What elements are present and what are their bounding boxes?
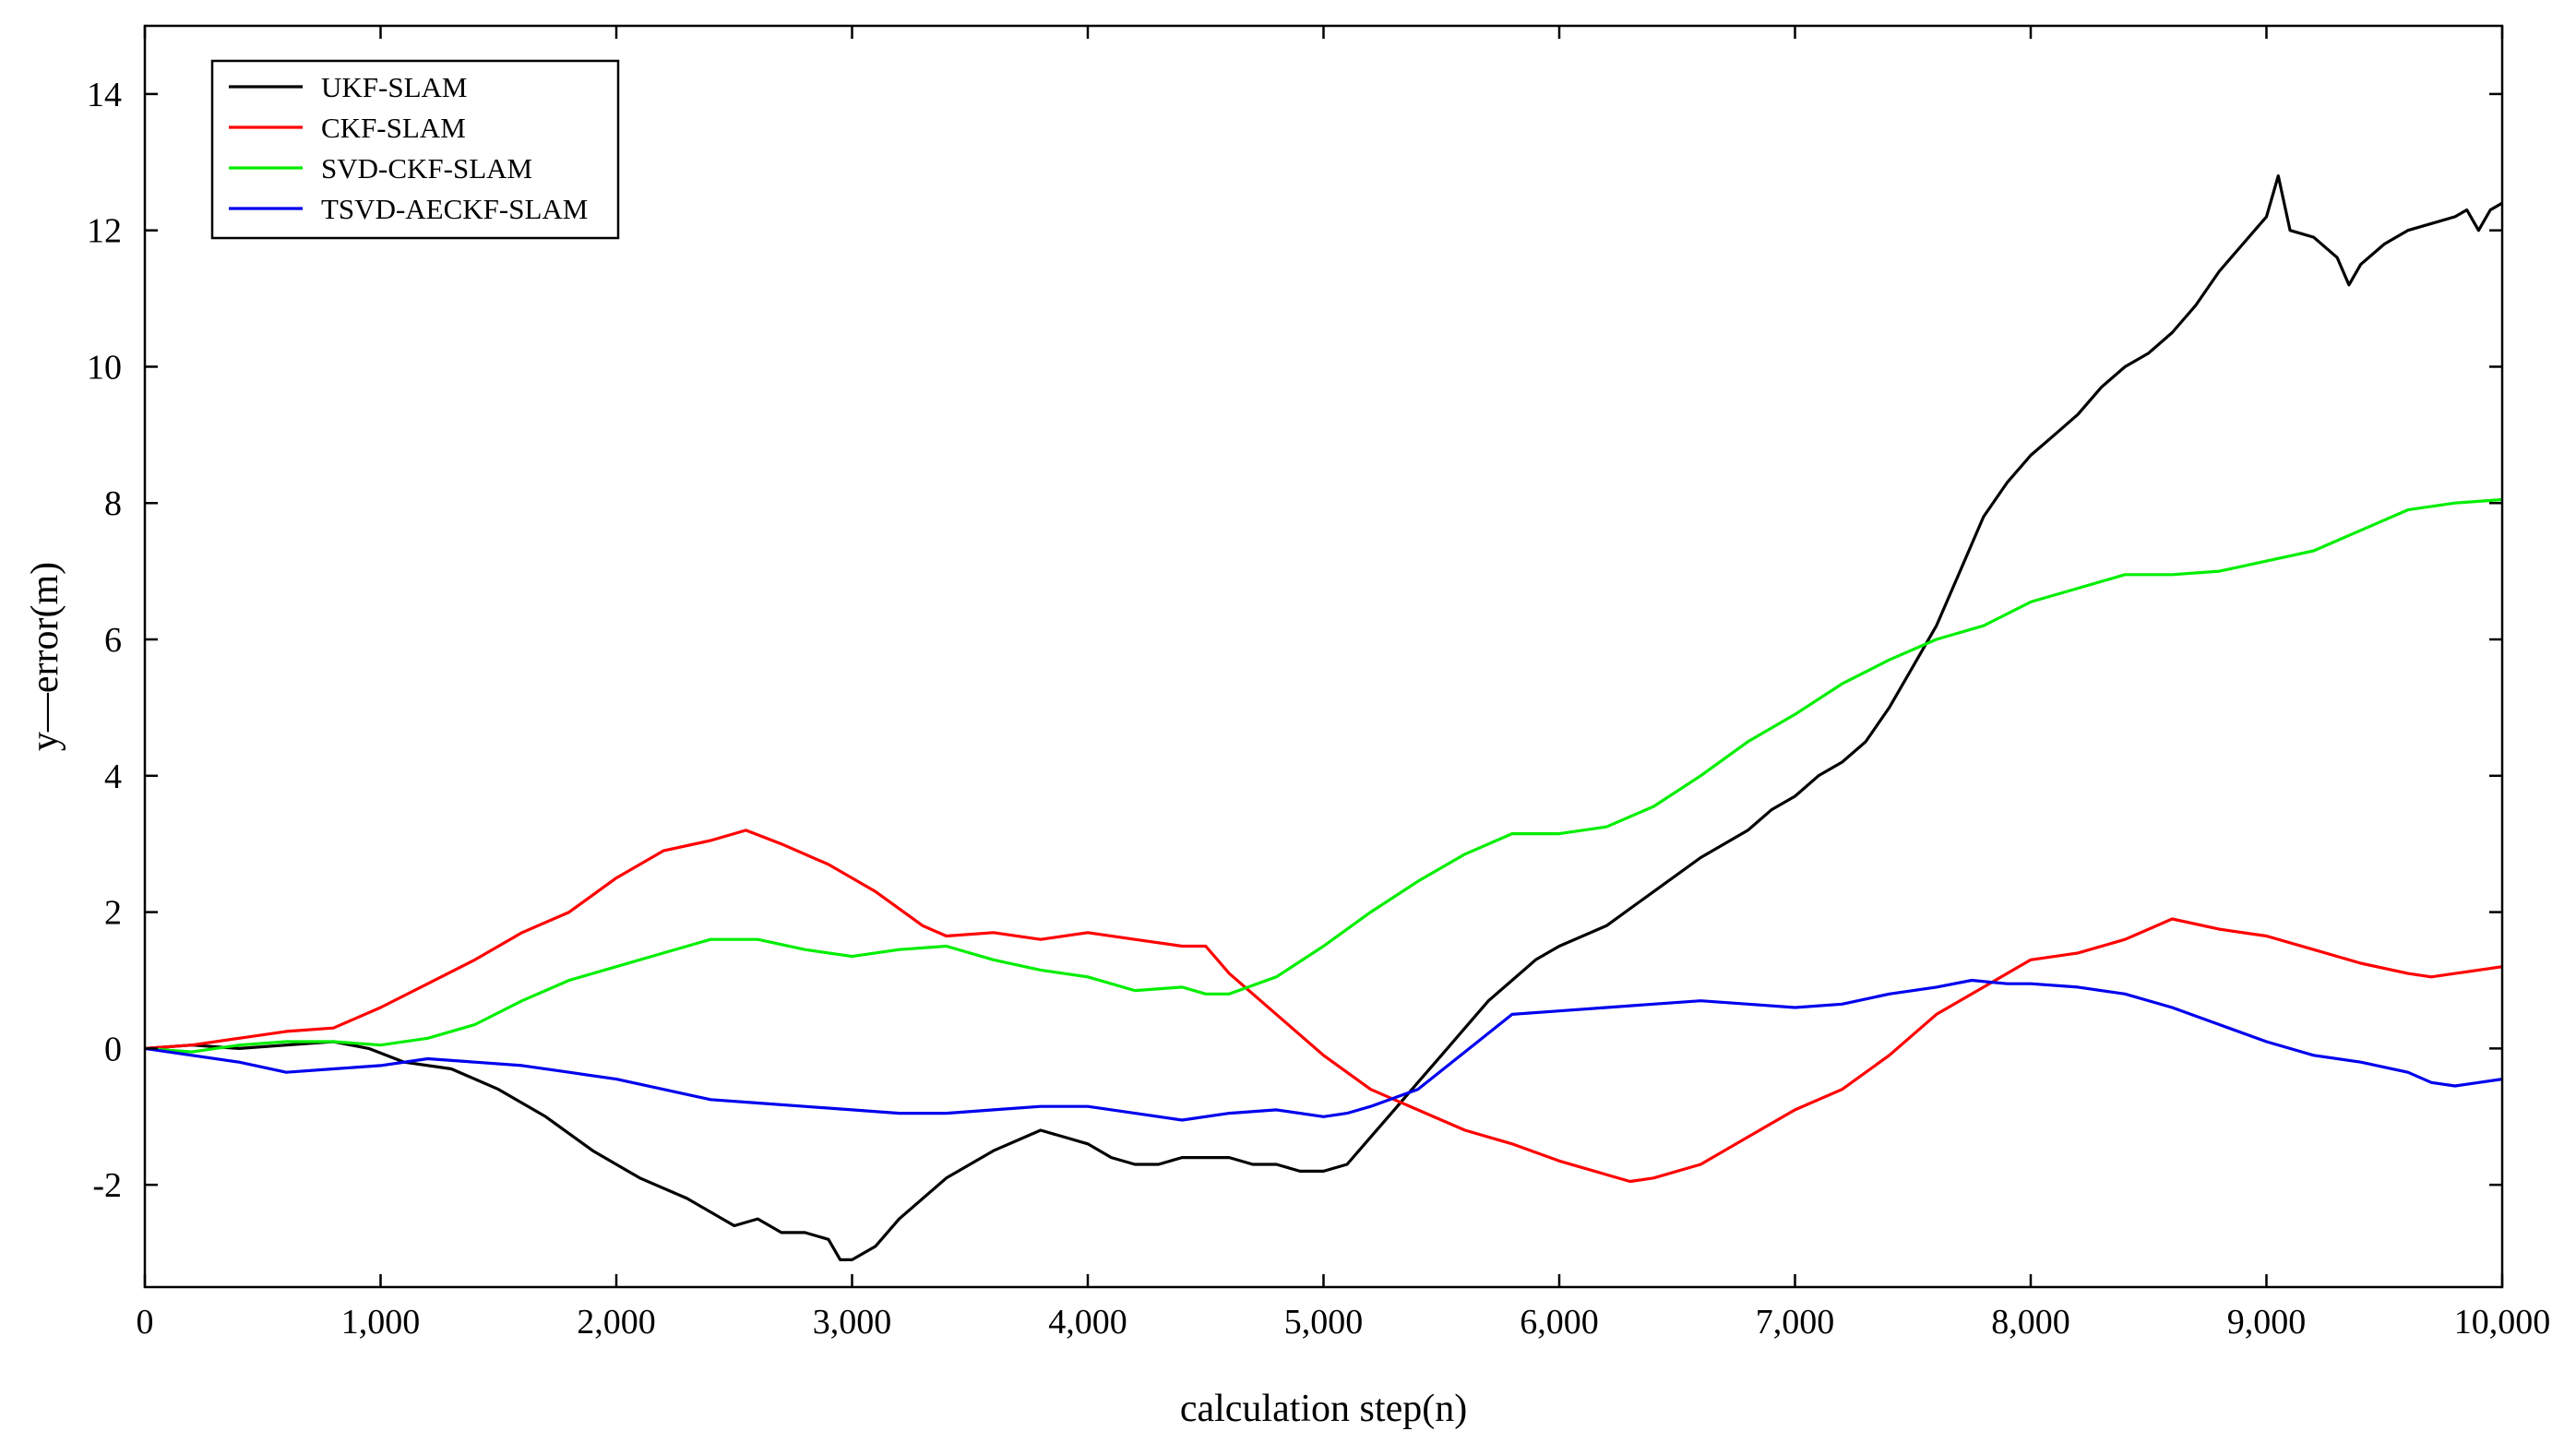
x-tick-label: 10,000 [2454,1303,2551,1342]
x-tick-label: 7,000 [1756,1303,1835,1342]
legend-label: UKF-SLAM [321,71,467,103]
x-tick-label: 8,000 [1991,1303,2070,1342]
x-tick-label: 5,000 [1284,1303,1364,1342]
y-tick-label: 4 [104,757,122,796]
y-tick-label: 0 [104,1030,122,1068]
x-axis-title: calculation step(n) [1180,1388,1467,1430]
x-tick-label: 4,000 [1048,1303,1127,1342]
series-line-svd-ckf-slam [145,497,2502,1054]
legend-label: CKF-SLAM [321,112,466,144]
y-tick-label: 14 [87,76,122,114]
y-axis-title: y—error(m) [24,562,66,751]
series-layer [145,174,2502,1262]
x-tick-label: 2,000 [577,1303,656,1342]
y-tick-label: 8 [104,484,122,523]
y-tick-label: 2 [104,894,122,933]
x-tick-label: 1,000 [341,1303,421,1342]
x-tick-label: 3,000 [813,1303,892,1342]
legend-label: TSVD-AECKF-SLAM [321,193,588,225]
series-line-ckf-slam [145,829,2502,1184]
series-line-ukf-slam [145,174,2502,1262]
y-tick-label: 12 [87,212,122,251]
legend: UKF-SLAM CKF-SLAM SVD-CKF-SLAM TSVD-AECKF-S… [210,59,620,240]
series-line-tsvd-aeckf-slam [145,978,2502,1122]
x-tick-label: 0 [137,1303,154,1342]
legend-label: SVD-CKF-SLAM [321,152,532,185]
x-tick-label: 6,000 [1520,1303,1599,1342]
y-tick-label: -2 [92,1166,122,1205]
x-tick-label: 9,000 [2227,1303,2307,1342]
y-axis: -2 0 2 4 6 8 10 12 14 [87,76,2502,1205]
y-tick-label: 6 [104,621,122,660]
y-tick-label: 10 [87,348,122,387]
x-axis: 0 1,000 2,000 3,000 4,000 5,000 6,000 7,000 8,00… [137,26,2551,1342]
